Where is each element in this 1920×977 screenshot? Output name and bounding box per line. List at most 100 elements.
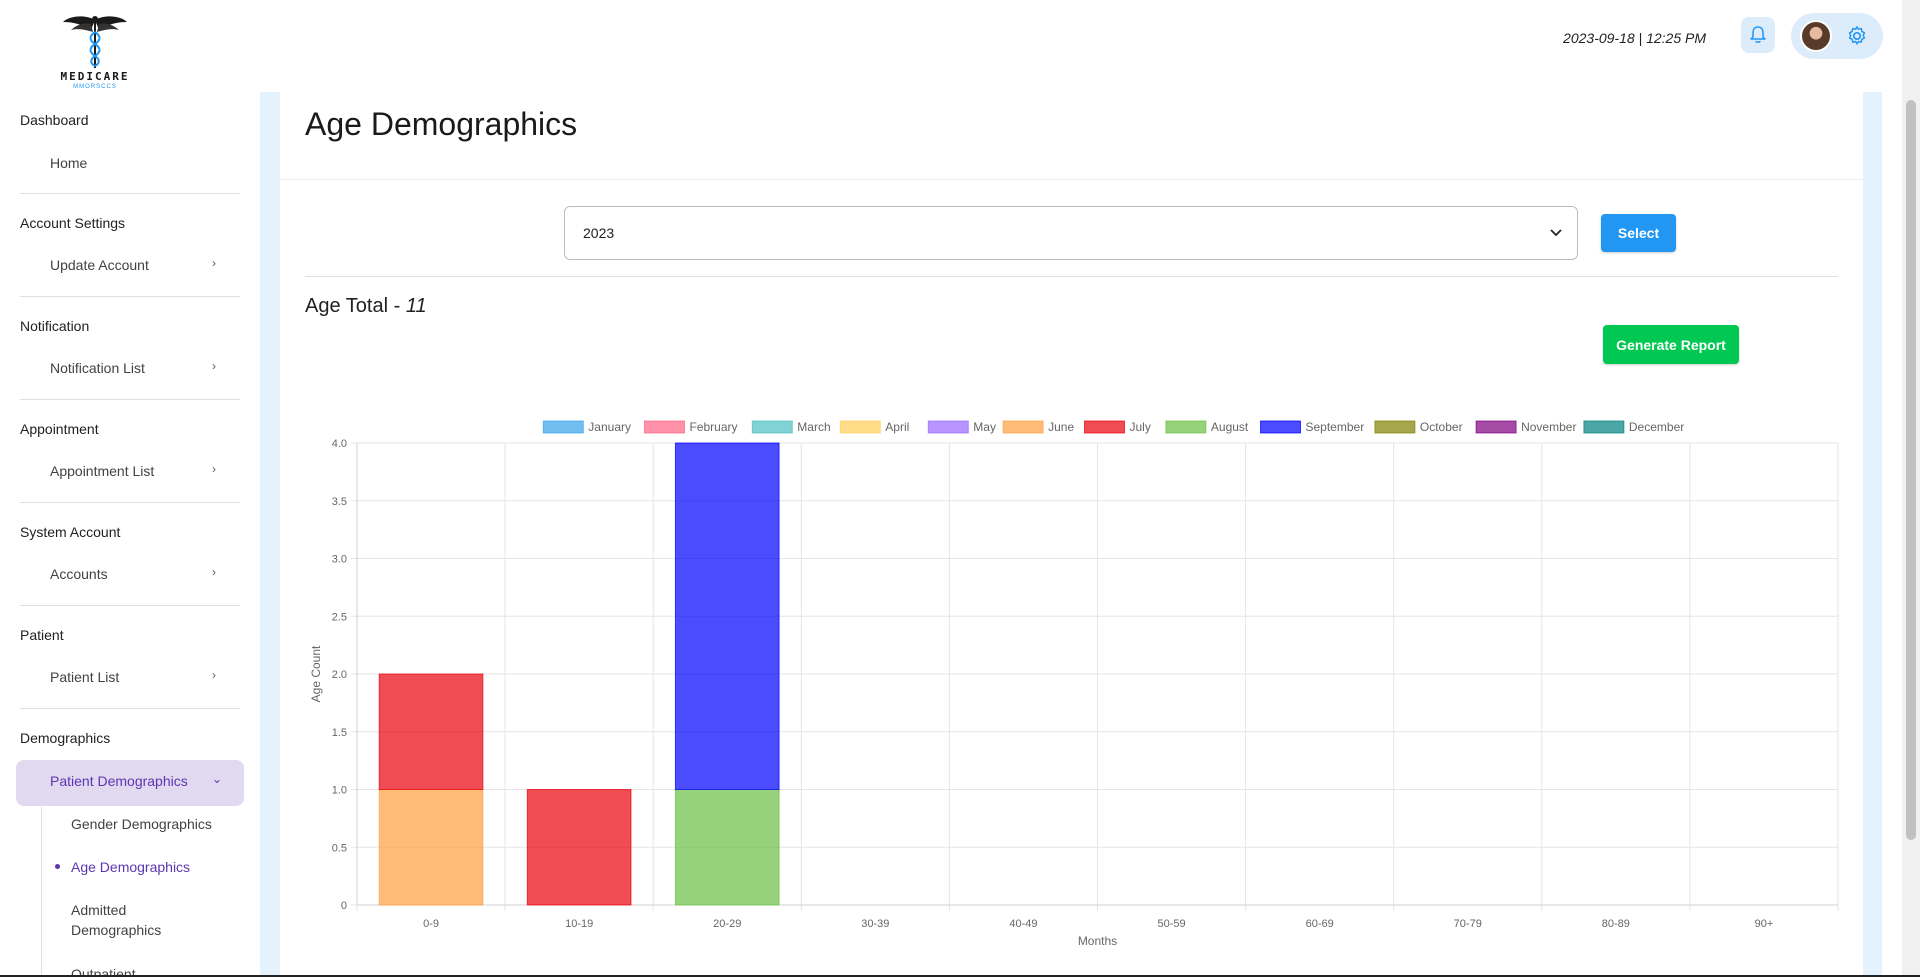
profile-menu[interactable] [1791, 13, 1883, 59]
sidebar-divider [20, 605, 240, 606]
admitted-label-line2: Demographics [71, 922, 162, 938]
x-tick-label: 50-59 [1157, 918, 1185, 930]
current-datetime: 2023-09-18 | 12:25 PM [1563, 30, 1706, 46]
sidebar-section-system-account: System Account [20, 524, 121, 540]
form-divider [305, 276, 1838, 277]
legend-swatch-april [839, 420, 881, 434]
submenu-tree-line [41, 807, 42, 977]
sidebar-section-demographics: Demographics [20, 730, 111, 746]
medicare-logo[interactable]: MEDICARE MMORSCCS [55, 14, 135, 92]
x-tick-label: 70-79 [1454, 918, 1482, 930]
y-tick-label: 4.0 [332, 438, 347, 450]
x-tick-label: 30-39 [861, 918, 889, 930]
sidebar-subitem-admitted-demographics[interactable]: Admitted Demographics [71, 902, 161, 938]
y-tick-label: 2.0 [332, 669, 347, 681]
x-tick-label: 0-9 [423, 918, 439, 930]
avatar[interactable] [1800, 20, 1832, 52]
legend-label-march: March [797, 420, 830, 434]
scrollbar-thumb[interactable] [1906, 100, 1916, 840]
legend-swatch-july [1084, 420, 1125, 434]
sidebar-item-patient-list[interactable]: Patient List [50, 669, 120, 685]
title-divider [280, 179, 1863, 180]
sidebar-subitem-outpatient[interactable]: Outpatient [71, 966, 136, 977]
y-tick-label: 1.0 [332, 785, 347, 797]
chevron-right-icon: › [212, 668, 216, 682]
sidebar-item-appointment-list[interactable]: Appointment List [50, 463, 155, 479]
x-tick-label: 80-89 [1602, 918, 1630, 930]
age-demographics-chart: 0 0.5 1.0 1.5 2.0 2.5 3.0 3.5 4.0 0-9 10-19 20-29 30… [309, 420, 1839, 948]
x-tick-label: 90+ [1755, 918, 1774, 930]
year-select-value: 2023 [583, 225, 615, 241]
age-total-value: 11 [405, 295, 427, 317]
sidebar-divider [20, 193, 240, 194]
y-tick-label: 1.5 [332, 727, 347, 739]
y-tick-label: 2.5 [332, 611, 347, 623]
sidebar-item-home[interactable]: Home [50, 155, 88, 171]
bottom-border [0, 975, 1920, 977]
legend-label-april: April [885, 420, 909, 434]
x-tick-label: 10-19 [565, 918, 593, 930]
legend-label-june: June [1048, 420, 1074, 434]
legend-label-december: December [1629, 420, 1684, 434]
sidebar-section-account-settings: Account Settings [20, 215, 126, 231]
sidebar-item-patient-demographics-label: Patient Demographics [50, 773, 188, 789]
legend-label-november: November [1521, 420, 1576, 434]
chevron-down-icon: ⌄ [212, 772, 223, 786]
legend-swatch-december [1583, 420, 1625, 434]
bar-20-29-august [674, 789, 780, 906]
chevron-right-icon: › [212, 462, 216, 476]
y-tick-label: 3.5 [332, 496, 347, 508]
x-tick-label: 40-49 [1009, 918, 1037, 930]
gear-icon[interactable] [1846, 25, 1868, 47]
sidebar: Dashboard Home Account Settings Update A… [0, 92, 260, 977]
year-select[interactable]: 2023 [564, 206, 1578, 260]
sidebar-subitem-gender-demographics[interactable]: Gender Demographics [71, 816, 212, 832]
legend-swatch-february [644, 420, 685, 434]
legend-swatch-may [927, 420, 969, 434]
legend-label-october: October [1420, 420, 1463, 434]
x-axis-title: Months [1078, 934, 1117, 948]
legend-label-july: July [1130, 420, 1151, 434]
sidebar-item-accounts[interactable]: Accounts [50, 566, 108, 582]
logo-text: MEDICARE [60, 70, 130, 83]
sidebar-item-notification-list[interactable]: Notification List [50, 360, 145, 376]
sidebar-subitem-age-demographics[interactable]: Age Demographics [71, 859, 191, 875]
x-tick-label: 60-69 [1306, 918, 1334, 930]
sidebar-section-patient: Patient [20, 627, 64, 643]
select-button[interactable]: Select [1601, 214, 1676, 252]
legend-swatch-september [1260, 420, 1301, 434]
sidebar-item-patient-demographics[interactable] [16, 760, 244, 806]
legend-swatch-march [751, 420, 793, 434]
sidebar-divider [20, 502, 240, 503]
chevron-down-icon [1550, 229, 1562, 237]
legend-swatch-august [1165, 420, 1207, 434]
chevron-right-icon: › [212, 256, 216, 270]
page-title: Age Demographics [305, 106, 578, 142]
y-tick-label: 3.0 [332, 554, 347, 566]
notification-button[interactable] [1741, 17, 1775, 53]
legend-swatch-october [1374, 420, 1416, 434]
bar-10-19-july [526, 789, 632, 906]
generate-report-button[interactable]: Generate Report [1603, 325, 1739, 364]
sidebar-section-appointment: Appointment [20, 421, 99, 437]
active-dot-icon [55, 864, 60, 869]
sidebar-divider [20, 399, 240, 400]
age-total-label: Age Total - [305, 295, 406, 317]
legend-label-february: February [690, 420, 738, 434]
chevron-right-icon: › [212, 565, 216, 579]
sidebar-item-update-account[interactable]: Update Account [50, 257, 149, 273]
sidebar-section-dashboard: Dashboard [20, 112, 89, 128]
sidebar-section-notification: Notification [20, 318, 90, 334]
chevron-right-icon: › [212, 359, 216, 373]
legend-swatch-june [1002, 420, 1044, 434]
page-scrollbar[interactable] [1902, 0, 1920, 977]
bar-0-9-july [378, 673, 484, 790]
y-tick-label: 0.5 [332, 842, 347, 854]
bar-0-9-june [378, 789, 484, 906]
y-axis-title: Age Count [309, 645, 323, 702]
bell-icon [1750, 26, 1766, 43]
sidebar-divider [20, 296, 240, 297]
age-total: Age Total - 11 [305, 295, 427, 318]
top-header: MEDICARE MMORSCCS 2023-09-18 | 12:25 PM [0, 0, 1900, 92]
caduceus-icon [63, 16, 127, 68]
